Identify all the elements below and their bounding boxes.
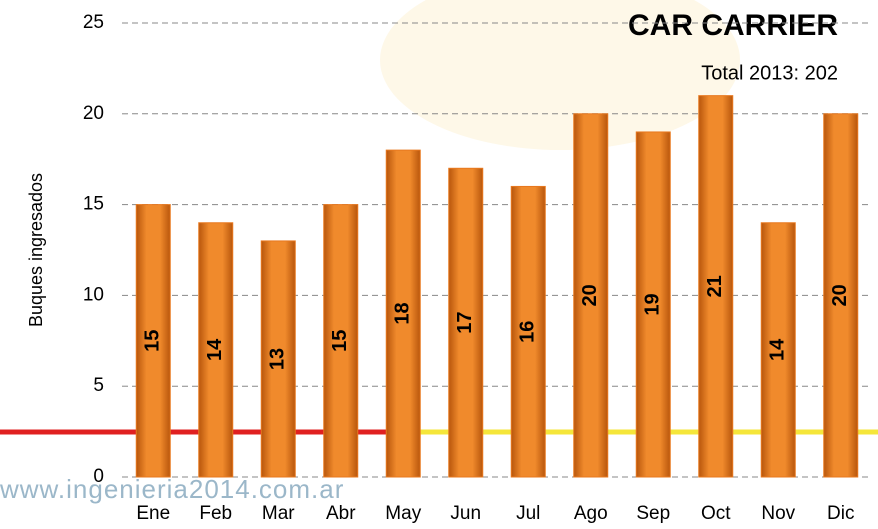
y-tick-label: 0 bbox=[93, 466, 104, 487]
x-tick-label: Sep bbox=[636, 503, 670, 524]
value-label: 20 bbox=[829, 284, 851, 306]
y-tick-label: 20 bbox=[83, 103, 104, 124]
x-tick-label: Dic bbox=[827, 503, 854, 524]
x-tick-label: Jul bbox=[516, 503, 540, 524]
x-tick-label: Ene bbox=[136, 503, 170, 524]
x-tick-label: May bbox=[385, 503, 421, 524]
y-tick-label: 25 bbox=[83, 12, 104, 33]
y-axis-label: Buques ingresados bbox=[26, 173, 46, 327]
value-label: 18 bbox=[392, 302, 414, 324]
value-label: 14 bbox=[767, 338, 789, 361]
chart: www.ingenieria2014.com.ar Buques ingresa… bbox=[0, 0, 878, 529]
value-label: 15 bbox=[142, 330, 164, 352]
x-tick-label: Oct bbox=[701, 503, 731, 524]
x-tick-label: Nov bbox=[761, 503, 795, 524]
chart-subtitle: Total 2013: 202 bbox=[701, 62, 838, 84]
x-tick-label: Ago bbox=[574, 503, 608, 524]
value-label: 20 bbox=[579, 284, 601, 306]
y-tick-label: 15 bbox=[83, 194, 104, 215]
chart-title: CAR CARRIER bbox=[628, 9, 838, 42]
value-label: 14 bbox=[204, 338, 226, 361]
x-tick-label: Feb bbox=[199, 503, 232, 524]
x-tick-label: Jun bbox=[450, 503, 481, 524]
value-label: 21 bbox=[704, 275, 726, 297]
value-label: 17 bbox=[454, 312, 476, 334]
x-tick-label: Abr bbox=[326, 503, 356, 524]
y-tick-label: 10 bbox=[83, 284, 104, 305]
value-label: 15 bbox=[329, 330, 351, 352]
value-label: 19 bbox=[642, 293, 664, 315]
watermark: www.ingenieria2014.com.ar bbox=[0, 474, 344, 504]
x-tick-label: Mar bbox=[262, 503, 295, 524]
y-tick-label: 5 bbox=[93, 375, 104, 396]
value-label: 16 bbox=[517, 321, 539, 343]
value-label: 13 bbox=[267, 348, 289, 370]
